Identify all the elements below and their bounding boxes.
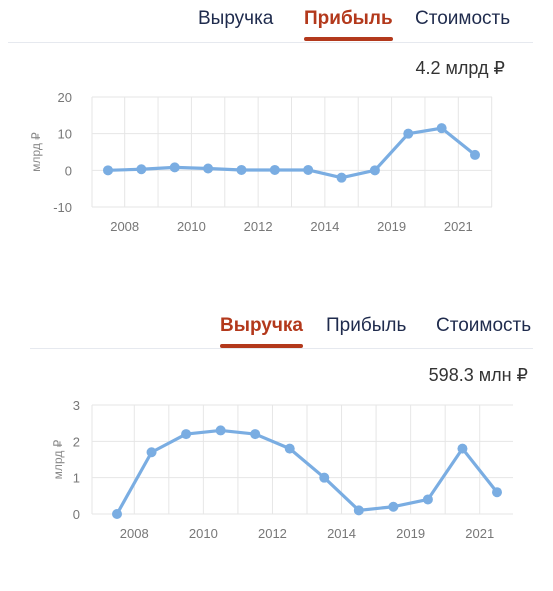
data-point[interactable] (353, 505, 364, 516)
data-point[interactable] (388, 501, 399, 512)
x-tick-label: 2014 (327, 526, 356, 541)
data-point[interactable] (215, 425, 226, 436)
data-point[interactable] (181, 429, 192, 440)
y-tick-label: 10 (58, 127, 72, 142)
y-tick-label: 0 (73, 507, 80, 522)
data-point[interactable] (146, 447, 157, 458)
data-point[interactable] (250, 429, 261, 440)
tab-value[interactable]: Стоимость (436, 315, 532, 336)
x-tick-label: 2008 (110, 219, 139, 234)
x-tick-label: 2010 (189, 526, 218, 541)
tab-revenue[interactable]: Выручка (220, 315, 303, 348)
profit-panel: Выручка Прибыль Стоимость 4.2 млрд ₽ 20 1… (0, 0, 553, 270)
x-tick-label: 2019 (377, 219, 406, 234)
tab-value[interactable]: Стоимость (415, 8, 511, 29)
data-point[interactable] (369, 165, 380, 176)
series-line (115, 428, 499, 516)
x-tick-label: 2021 (444, 219, 473, 234)
data-point[interactable] (457, 443, 468, 454)
y-tick-label: 0 (65, 163, 72, 178)
y-tick-label: 2 (73, 434, 80, 449)
y-axis-title: млрд ₽ (51, 439, 65, 479)
tab-revenue[interactable]: Выручка (198, 8, 274, 29)
y-tick-label: 20 (58, 90, 72, 105)
y-tick-label: 3 (73, 398, 80, 413)
tab-divider (8, 42, 533, 43)
data-point[interactable] (422, 494, 433, 505)
revenue-summary: 598.3 млн ₽ (428, 365, 528, 385)
tab-profit[interactable]: Прибыль (326, 315, 407, 336)
data-point[interactable] (236, 164, 247, 175)
y-axis-title: млрд ₽ (29, 132, 43, 172)
data-point[interactable] (492, 487, 502, 498)
tab-profit[interactable]: Прибыль (304, 8, 393, 41)
x-tick-label: 2014 (310, 219, 339, 234)
data-point[interactable] (470, 149, 480, 160)
x-tick-label: 2019 (396, 526, 425, 541)
data-point[interactable] (269, 164, 280, 175)
revenue-panel: Выручка Прибыль Стоимость 598.3 млн ₽ 3 2… (0, 305, 553, 575)
x-tick-label: 2008 (120, 526, 149, 541)
data-point[interactable] (136, 164, 147, 175)
x-tick-label: 2012 (258, 526, 287, 541)
data-point[interactable] (436, 123, 447, 134)
series-line (106, 126, 477, 180)
data-point[interactable] (303, 164, 314, 175)
y-tick-label: -10 (53, 200, 72, 215)
data-point[interactable] (103, 165, 113, 176)
data-point[interactable] (203, 163, 214, 174)
x-tick-label: 2010 (177, 219, 206, 234)
data-point[interactable] (284, 443, 295, 454)
data-point[interactable] (169, 162, 180, 173)
y-tick-label: 1 (73, 471, 80, 486)
revenue-chart: 3 2 1 0 2008 2010 2012 2014 2019 2021 млрд ₽ (51, 398, 513, 541)
x-tick-label: 2021 (465, 526, 494, 541)
data-point[interactable] (336, 172, 347, 183)
data-point[interactable] (403, 128, 414, 139)
data-point[interactable] (112, 509, 122, 519)
x-tick-label: 2012 (244, 219, 273, 234)
data-point[interactable] (319, 472, 330, 483)
tab-divider (30, 348, 533, 349)
profit-summary: 4.2 млрд ₽ (415, 58, 505, 78)
